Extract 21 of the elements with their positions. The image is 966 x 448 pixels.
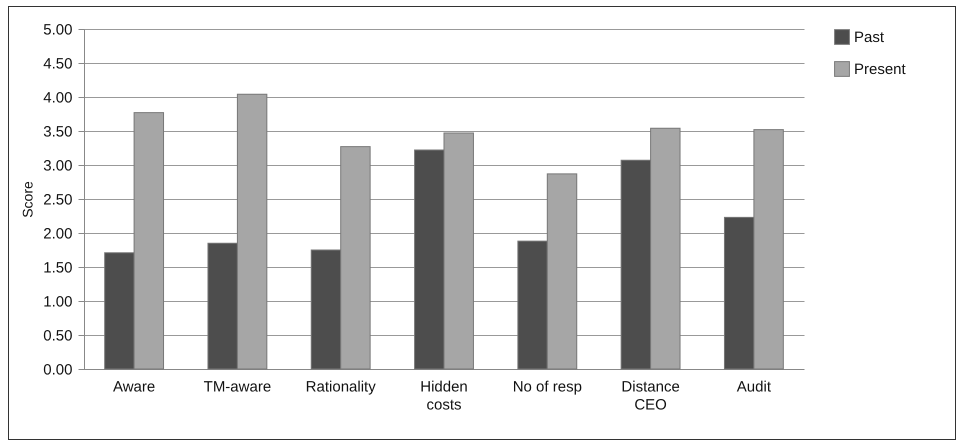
legend-label: Present — [854, 61, 907, 78]
y-tick-label: 1.00 — [43, 294, 72, 310]
x-tick-label: Audit — [736, 378, 772, 396]
y-tick-label: 4.00 — [43, 90, 72, 106]
y-tick-label: 3.00 — [43, 158, 72, 174]
x-tick-label: Hidden costs — [420, 378, 468, 414]
y-axis-title: Score — [19, 181, 36, 218]
x-tick-label: Distance CEO — [621, 378, 680, 414]
y-tick-label: 0.00 — [43, 362, 72, 378]
y-tick-label: 2.00 — [43, 226, 72, 242]
y-tick-label: 1.50 — [43, 260, 72, 276]
x-tick-label: Rationality — [306, 378, 376, 396]
y-tick-label: 5.00 — [43, 22, 72, 38]
legend-label: Past — [854, 29, 885, 46]
y-tick-label: 4.50 — [43, 56, 72, 72]
y-tick-label: 3.50 — [43, 124, 72, 140]
x-tick-label: No of resp — [512, 378, 582, 396]
y-tick-label: 2.50 — [43, 192, 72, 208]
x-tick-label: Aware — [112, 378, 156, 396]
x-tick-label: TM-aware — [204, 378, 272, 396]
y-tick-label: 0.50 — [43, 328, 72, 344]
